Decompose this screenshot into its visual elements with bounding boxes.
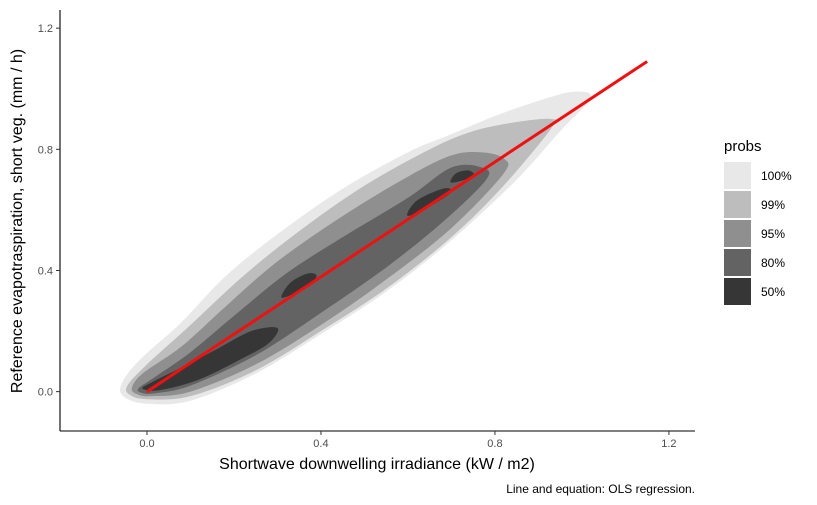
- density-region-50pct-4: [142, 327, 279, 391]
- legend-swatch-100pct: [724, 162, 751, 189]
- legend-swatch-95pct: [724, 220, 751, 247]
- legend-label: 80%: [761, 256, 785, 270]
- y-tick-label: 0.8: [38, 144, 53, 156]
- x-axis-title: Shortwave downwelling irradiance (kW / m…: [219, 456, 535, 473]
- y-tick-label: 0.4: [38, 265, 53, 277]
- y-tick-label: 1.2: [38, 23, 53, 35]
- density-region-50pct-7: [450, 170, 475, 183]
- legend-swatch-99pct: [724, 191, 751, 218]
- x-tick-label: 0.0: [139, 438, 154, 450]
- plot-panel: [120, 60, 648, 405]
- legend-label: 50%: [761, 285, 785, 299]
- x-tick-label: 1.2: [661, 438, 676, 450]
- legend-label: 100%: [761, 169, 792, 183]
- legend-label: 99%: [761, 198, 785, 212]
- x-tick-label: 0.8: [487, 438, 502, 450]
- axes: [59, 10, 695, 432]
- regression-line: [146, 60, 648, 393]
- legend: probs 100% 99% 95% 80% 50%: [724, 138, 792, 305]
- ticks: 0.0 0.4 0.8 1.2 0.0 0.4 0.8 1.2: [38, 23, 677, 450]
- chart-caption: Line and equation: OLS regression.: [506, 482, 695, 496]
- legend-label: 95%: [761, 227, 785, 241]
- density-region-50pct-5: [281, 273, 317, 298]
- legend-swatch-80pct: [724, 249, 751, 276]
- legend-swatch-50pct: [724, 278, 751, 305]
- density-region-50pct-6: [407, 188, 452, 216]
- x-tick-label: 0.4: [313, 438, 328, 450]
- y-axis-title: Reference evapotraspiration, short veg. …: [9, 49, 26, 393]
- legend-title: probs: [724, 138, 762, 155]
- y-tick-label: 0.0: [38, 387, 53, 399]
